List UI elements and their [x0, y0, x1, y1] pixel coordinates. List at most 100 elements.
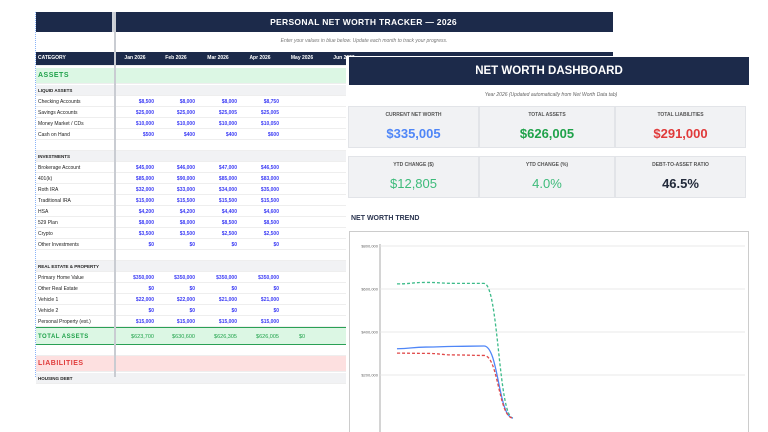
cell-value[interactable]: $623,700 [131, 334, 154, 340]
cell-value[interactable]: $4,200 [179, 209, 195, 215]
table-row: Primary Home Value $350,000 $350,000 $350,0… [36, 272, 613, 283]
cell-value[interactable]: $8,500 [138, 99, 154, 105]
cell-value[interactable]: $3,500 [138, 231, 154, 237]
cell-value[interactable]: $46,000 [176, 165, 195, 171]
cell-value[interactable]: $15,500 [260, 198, 279, 204]
cell-value[interactable]: $0 [189, 308, 195, 314]
row-label: Crypto [38, 231, 53, 237]
cell-value[interactable]: $10,050 [260, 121, 279, 127]
cell-value[interactable]: $8,000 [138, 220, 154, 226]
column-header[interactable]: Jun 2026 [333, 55, 355, 61]
cell-value[interactable]: $15,000 [135, 319, 154, 325]
cell-value[interactable]: $0 [273, 308, 279, 314]
cell-value[interactable]: $0 [148, 308, 154, 314]
dashboard-title: NET WORTH DASHBOARD [349, 57, 749, 85]
row-label: HSA [38, 209, 49, 215]
table-row: Traditional IRA $15,000 $15,500 $15,500 $15,… [36, 195, 613, 206]
cell-value[interactable]: $8,500 [221, 220, 237, 226]
cell-value[interactable]: $400 [183, 132, 195, 138]
column-header[interactable]: Apr 2026 [249, 55, 271, 61]
cell-value[interactable]: $85,000 [218, 176, 237, 182]
cell-value[interactable]: $21,000 [260, 297, 279, 303]
cell-value[interactable]: $22,000 [176, 297, 195, 303]
y-tick-label: $400,000 [361, 330, 378, 335]
blank-row [36, 250, 613, 261]
cell-value[interactable]: $0 [231, 308, 237, 314]
cell-value[interactable]: $400 [225, 132, 237, 138]
cell-value[interactable]: $90,000 [176, 176, 195, 182]
cell-value[interactable]: $15,000 [135, 198, 154, 204]
cell-value[interactable]: $0 [231, 286, 237, 292]
cell-value[interactable]: $626,005 [256, 334, 279, 340]
series-line-2 [396, 352, 514, 419]
series-line-1 [396, 345, 514, 419]
column-header[interactable]: Feb 2026 [165, 55, 187, 61]
cell-value[interactable]: $8,500 [263, 220, 279, 226]
cell-value[interactable]: $25,005 [260, 110, 279, 116]
cell-value[interactable]: $35,000 [260, 187, 279, 193]
cell-value[interactable]: $85,000 [135, 176, 154, 182]
cell-value[interactable]: $0 [189, 242, 195, 248]
row-label: REAL ESTATE & PROPERTY [38, 264, 100, 269]
cell-value[interactable]: $8,000 [221, 99, 237, 105]
cell-value[interactable]: $10,000 [135, 121, 154, 127]
cell-value[interactable]: $22,000 [135, 297, 154, 303]
column-header[interactable]: May 2026 [290, 55, 314, 61]
cell-value[interactable]: $0 [148, 286, 154, 292]
cell-value[interactable]: $10,000 [218, 121, 237, 127]
cell-value[interactable]: $500 [142, 132, 154, 138]
cell-value[interactable]: $25,005 [218, 110, 237, 116]
column-header[interactable]: CATEGORY [38, 55, 66, 61]
cell-value[interactable]: $83,000 [260, 176, 279, 182]
cell-value[interactable]: $4,600 [263, 209, 279, 215]
cell-value[interactable]: $350,000 [216, 275, 237, 281]
row-label: Roth IRA [38, 187, 59, 193]
cell-value[interactable]: $2,500 [221, 231, 237, 237]
cell-value[interactable]: $0 [148, 242, 154, 248]
column-header[interactable]: Mar 2026 [207, 55, 229, 61]
cell-value[interactable]: $15,000 [176, 319, 195, 325]
cell-value[interactable]: $25,000 [135, 110, 154, 116]
cell-value[interactable]: $8,000 [179, 220, 195, 226]
cell-value[interactable]: $46,500 [260, 165, 279, 171]
cell-value[interactable]: $34,000 [218, 187, 237, 193]
cell-value[interactable]: $25,000 [176, 110, 195, 116]
dashboard-subtitle: Year 2026 (Updated automatically from Ne… [484, 92, 618, 98]
cell-value[interactable]: $10,000 [176, 121, 195, 127]
column-header[interactable]: Jan 2026 [124, 55, 146, 61]
cell-value[interactable]: $350,000 [258, 275, 279, 281]
cell-value[interactable]: $32,000 [135, 187, 154, 193]
cell-value[interactable]: $4,200 [138, 209, 154, 215]
cell-value[interactable]: $2,500 [263, 231, 279, 237]
y-tick-label: $200,000 [361, 373, 378, 378]
y-tick-label: $800,000 [361, 244, 378, 249]
kpi-label: TOTAL ASSETS [528, 112, 566, 118]
cell-value[interactable]: $4,400 [221, 209, 237, 215]
cell-value[interactable]: $0 [273, 286, 279, 292]
cell-value[interactable]: $0 [298, 334, 306, 340]
cell-value[interactable]: $21,000 [218, 297, 237, 303]
cell-value[interactable]: $33,000 [176, 187, 195, 193]
cell-value[interactable]: $0 [273, 242, 279, 248]
chart-title: NET WORTH TREND [351, 215, 420, 222]
row-label: Personal Property (est.) [38, 319, 91, 325]
row-label: Money Market / CDs [38, 121, 84, 127]
cell-value[interactable]: $630,600 [172, 334, 195, 340]
cell-value[interactable]: $47,000 [218, 165, 237, 171]
cell-value[interactable]: $350,000 [174, 275, 195, 281]
kpi-card: CURRENT NET WORTH $335,005 [348, 106, 479, 148]
cell-value[interactable]: $15,000 [260, 319, 279, 325]
row-label: HOUSING DEBT [38, 376, 73, 381]
cell-value[interactable]: $15,000 [218, 319, 237, 325]
cell-value[interactable]: $8,750 [263, 99, 279, 105]
cell-value[interactable]: $350,000 [133, 275, 154, 281]
cell-value[interactable]: $0 [231, 242, 237, 248]
cell-value[interactable]: $15,500 [218, 198, 237, 204]
cell-value[interactable]: $15,500 [176, 198, 195, 204]
cell-value[interactable]: $3,500 [179, 231, 195, 237]
cell-value[interactable]: $8,000 [179, 99, 195, 105]
cell-value[interactable]: $600 [267, 132, 279, 138]
cell-value[interactable]: $0 [189, 286, 195, 292]
cell-value[interactable]: $45,000 [135, 165, 154, 171]
cell-value[interactable]: $626,305 [214, 334, 237, 340]
